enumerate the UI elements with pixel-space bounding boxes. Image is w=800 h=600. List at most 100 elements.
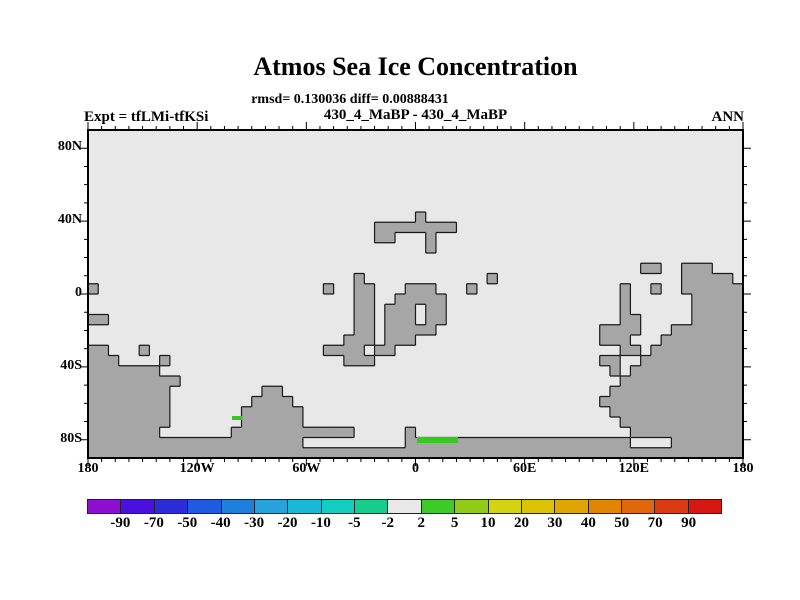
lat-tick-label: 40S: [60, 357, 82, 373]
land-region: [251, 396, 293, 408]
lat-tick-label: 80S: [60, 430, 82, 446]
land-region: [88, 427, 160, 438]
colorbar-tick-label: 90: [681, 515, 697, 531]
land-region: [650, 345, 744, 356]
land-region: [691, 294, 744, 305]
colorbar-tick-label: -2: [381, 515, 395, 531]
land-region: [323, 283, 334, 295]
colorbar-segment: [521, 500, 556, 513]
colorbar-tick-label: 50: [614, 515, 630, 531]
land-region: [681, 273, 734, 285]
land-region: [384, 314, 416, 326]
land-region: [88, 406, 171, 418]
land-region: [88, 396, 171, 408]
colorbar-tick-label: 40: [580, 515, 596, 531]
colorbar-segment: [588, 500, 622, 513]
season-label: ANN: [711, 109, 745, 125]
land-region: [620, 294, 631, 305]
land-region: [620, 376, 744, 387]
land-region: [354, 294, 375, 305]
land-region: [384, 335, 416, 346]
land-region: [241, 417, 304, 428]
land-region: [640, 263, 662, 274]
lon-tick-label: 60W: [292, 461, 321, 476]
land-region: [374, 232, 396, 244]
colorbar-tick-label: -5: [348, 515, 361, 531]
land-region: [620, 283, 631, 295]
land-region: [425, 304, 447, 315]
land-region: [384, 324, 437, 336]
land-region: [671, 437, 744, 449]
colorbar-segment: [121, 500, 155, 513]
land-region: [88, 365, 160, 377]
land-region: [405, 437, 631, 449]
land-region: [425, 232, 437, 244]
land-region: [630, 365, 744, 377]
land-region: [343, 335, 375, 346]
colorbar-segment: [355, 500, 389, 513]
colorbar-segment: [254, 500, 289, 513]
colorbar-tick-label: 2: [417, 515, 425, 531]
land-region: [405, 283, 437, 295]
colorbar-segment: [655, 500, 689, 513]
land-region: [681, 283, 744, 295]
land-region: [88, 417, 171, 428]
colorbar-segment: [154, 500, 189, 513]
land-region: [231, 427, 355, 438]
land-region: [323, 345, 365, 356]
lat-tick-label: 40N: [57, 212, 82, 228]
colorbar-tick-label: 5: [450, 515, 459, 531]
land-region: [374, 222, 457, 233]
land-region: [671, 324, 744, 336]
land-region: [487, 273, 498, 285]
anomaly-marker: [232, 416, 242, 420]
colorbar-segment: [388, 500, 422, 513]
colorbar-segment: [488, 500, 522, 513]
land-region: [650, 283, 662, 295]
land-region: [466, 283, 478, 295]
land-region: [354, 324, 375, 336]
land-region: [661, 335, 744, 346]
lon-tick-label: 120E: [618, 461, 649, 476]
colorbar: [87, 499, 722, 514]
lon-tick-label: 0: [412, 461, 419, 476]
land-region: [88, 376, 181, 387]
land-region: [384, 304, 416, 315]
land-region: [599, 355, 621, 367]
axis-ticks: [80, 122, 751, 466]
land-region: [354, 314, 375, 326]
land-region: [374, 345, 396, 356]
land-region: [640, 355, 744, 367]
colorbar-segment: [221, 500, 255, 513]
colorbar-tick-label: -40: [210, 515, 231, 531]
colorbar-segment: [88, 500, 122, 513]
land-region: [599, 324, 641, 336]
colorbar-tick-label: -10: [310, 515, 331, 531]
land-region: [354, 273, 365, 285]
land-region: [261, 386, 283, 397]
land-region: [88, 345, 109, 356]
land-region: [88, 314, 109, 326]
colorbar-tick-label: -90: [110, 515, 131, 531]
land-region: [159, 355, 171, 367]
land-region: [620, 345, 641, 356]
page-title: Atmos Sea Ice Concentration: [253, 52, 578, 81]
experiment-label: Expt = tfLMi-tfKSi: [84, 109, 209, 125]
land-region: [88, 386, 171, 397]
lat-tick-label: 0: [75, 285, 82, 300]
land-region: [609, 386, 744, 397]
land-region: [425, 314, 447, 326]
lon-tick-label: 180: [77, 461, 99, 476]
colorbar-tick-label: -30: [244, 515, 265, 531]
land-region: [395, 294, 447, 305]
colorbar-tick-label: 30: [547, 515, 563, 531]
colorbar-tick-label: 70: [647, 515, 663, 531]
land-region: [241, 406, 304, 418]
lat-tick-label: 80N: [57, 139, 82, 155]
land-region: [599, 396, 744, 408]
land-region: [88, 437, 304, 449]
lon-tick-label: 120W: [179, 461, 215, 476]
land-region: [415, 212, 427, 223]
land-region: [609, 406, 744, 418]
colorbar-tick-label: -70: [143, 515, 164, 531]
